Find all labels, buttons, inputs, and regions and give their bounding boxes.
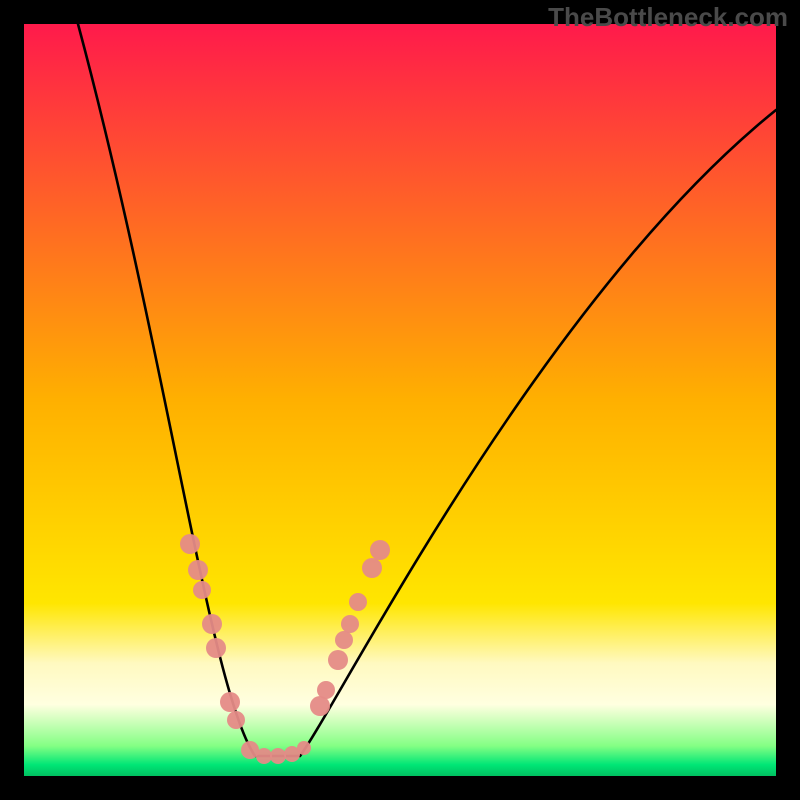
marker-point <box>297 741 311 755</box>
marker-point <box>328 650 348 670</box>
marker-point <box>310 696 330 716</box>
marker-point <box>206 638 226 658</box>
watermark-text: TheBottleneck.com <box>548 2 788 33</box>
marker-point <box>193 581 211 599</box>
marker-point <box>202 614 222 634</box>
marker-point <box>227 711 245 729</box>
marker-point <box>349 593 367 611</box>
marker-point <box>256 748 272 764</box>
marker-point <box>370 540 390 560</box>
marker-point <box>341 615 359 633</box>
bottleneck-chart <box>0 0 800 800</box>
marker-point <box>180 534 200 554</box>
marker-point <box>270 748 286 764</box>
marker-point <box>362 558 382 578</box>
marker-point <box>317 681 335 699</box>
marker-point <box>335 631 353 649</box>
plot-background <box>24 24 776 776</box>
marker-point <box>188 560 208 580</box>
marker-point <box>220 692 240 712</box>
